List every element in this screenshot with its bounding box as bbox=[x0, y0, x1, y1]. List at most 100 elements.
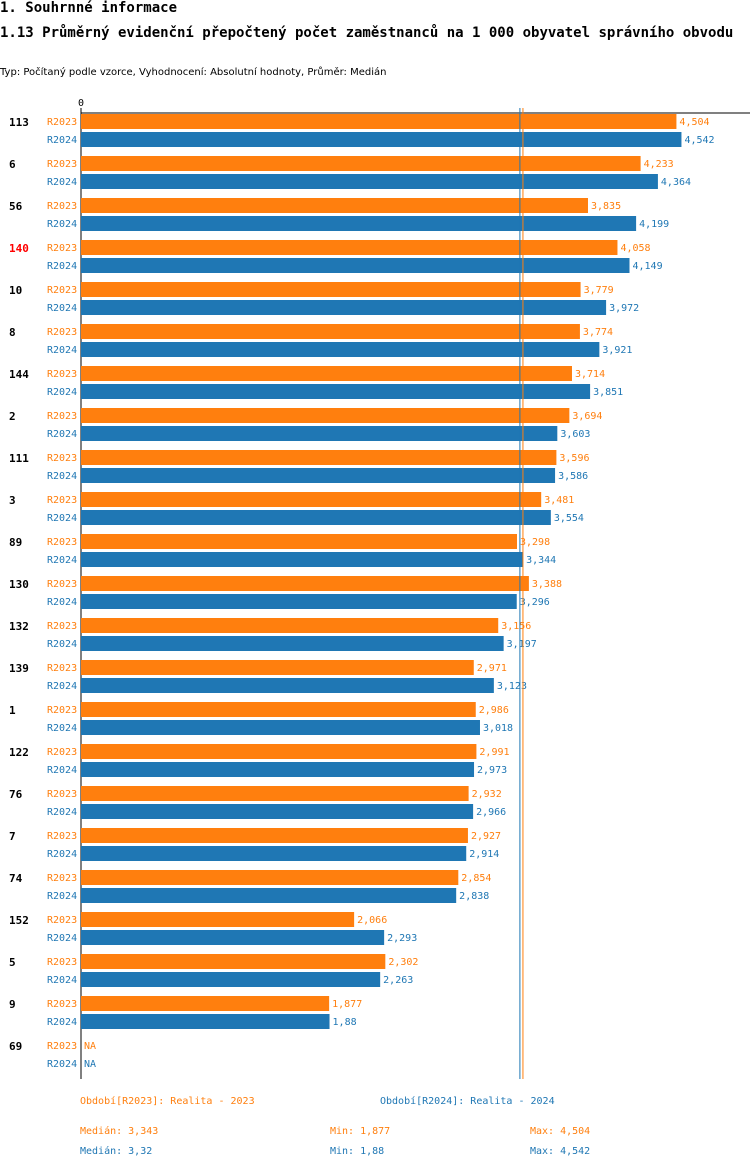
bar bbox=[81, 174, 658, 189]
bar bbox=[81, 702, 476, 717]
bar bbox=[81, 720, 480, 735]
category-label: 89 bbox=[9, 536, 22, 549]
bar bbox=[81, 408, 570, 423]
category-label: 56 bbox=[9, 200, 23, 213]
category-label: 8 bbox=[9, 326, 16, 339]
data-label: 4,364 bbox=[661, 177, 691, 188]
data-label: 3,156 bbox=[501, 621, 531, 632]
series-label: R2023 bbox=[47, 789, 77, 800]
data-label: 4,542 bbox=[684, 135, 714, 146]
min-r2024: Min: 1,88 bbox=[330, 1146, 385, 1157]
series-label: R2024 bbox=[47, 345, 77, 356]
series-label: R2023 bbox=[47, 957, 77, 968]
bar bbox=[81, 1014, 330, 1029]
data-label: 3,298 bbox=[520, 537, 550, 548]
data-label: 1,88 bbox=[333, 1017, 357, 1028]
bar bbox=[81, 342, 600, 357]
data-label: 3,296 bbox=[520, 597, 550, 608]
data-label: 2,838 bbox=[459, 891, 489, 902]
series-label: R2023 bbox=[47, 999, 77, 1010]
category-label: 9 bbox=[9, 998, 16, 1011]
category-label: 10 bbox=[9, 284, 22, 297]
data-label: 3,603 bbox=[560, 429, 590, 440]
bar bbox=[81, 996, 330, 1011]
data-label: 2,971 bbox=[477, 663, 507, 674]
bar bbox=[81, 888, 457, 903]
data-label: 2,973 bbox=[477, 765, 507, 776]
data-label: 2,932 bbox=[472, 789, 502, 800]
bar bbox=[81, 156, 641, 171]
data-label: 2,066 bbox=[357, 915, 387, 926]
data-label: 3,596 bbox=[559, 453, 589, 464]
data-label: 3,388 bbox=[532, 579, 562, 590]
category-label: 122 bbox=[9, 746, 29, 759]
median-r2023: Medián: 3,343 bbox=[80, 1126, 159, 1137]
category-label: 152 bbox=[9, 914, 29, 927]
category-label: 113 bbox=[9, 116, 29, 129]
min-r2023: Min: 1,877 bbox=[330, 1126, 391, 1137]
data-label: 3,694 bbox=[572, 411, 602, 422]
bar bbox=[81, 216, 637, 231]
category-label: 76 bbox=[9, 788, 23, 801]
series-label: R2024 bbox=[47, 765, 77, 776]
legend-r2023: Období[R2023]: Realita - 2023 bbox=[80, 1096, 255, 1107]
bar bbox=[81, 468, 556, 483]
data-label: 2,986 bbox=[479, 705, 509, 716]
data-label: 2,914 bbox=[469, 849, 499, 860]
series-label: R2023 bbox=[47, 159, 77, 170]
data-label: 3,835 bbox=[591, 201, 621, 212]
bar bbox=[81, 972, 381, 987]
bar bbox=[81, 384, 591, 399]
series-label: R2023 bbox=[47, 495, 77, 506]
series-label: R2024 bbox=[47, 555, 77, 566]
data-label: 2,293 bbox=[387, 933, 417, 944]
bar-chart: 0 113 R2023 4,504 R2024 4,542 6 R2023 4,233 R2024… bbox=[9, 98, 750, 1079]
data-label: 3,344 bbox=[526, 555, 556, 566]
series-label: R2023 bbox=[47, 243, 77, 254]
data-label: 3,018 bbox=[483, 723, 513, 734]
series-label: R2024 bbox=[47, 303, 77, 314]
category-label: 139 bbox=[9, 662, 29, 675]
bar bbox=[81, 132, 682, 147]
series-label: R2024 bbox=[47, 135, 77, 146]
series-label: R2024 bbox=[47, 429, 77, 440]
series-label: R2023 bbox=[47, 663, 77, 674]
chart-title: 1.13 Průměrný evidenční přepočtený počet… bbox=[0, 25, 734, 41]
data-label: 2,263 bbox=[383, 975, 413, 986]
series-label: R2024 bbox=[47, 891, 77, 902]
category-label: 74 bbox=[9, 872, 23, 885]
series-label: R2023 bbox=[47, 915, 77, 926]
bar bbox=[81, 594, 517, 609]
bar bbox=[81, 954, 386, 969]
bar bbox=[81, 576, 529, 591]
max-r2024: Max: 4,542 bbox=[530, 1146, 591, 1157]
bar bbox=[81, 912, 355, 927]
data-label: 4,058 bbox=[620, 243, 650, 254]
series-label: R2023 bbox=[47, 831, 77, 842]
bar bbox=[81, 114, 677, 129]
series-label: R2023 bbox=[47, 285, 77, 296]
series-label: R2023 bbox=[47, 1041, 77, 1052]
category-label: 111 bbox=[9, 452, 29, 465]
series-label: R2024 bbox=[47, 177, 77, 188]
category-label: 2 bbox=[9, 410, 16, 423]
bar bbox=[81, 870, 459, 885]
data-label: NA bbox=[84, 1041, 96, 1052]
series-label: R2024 bbox=[47, 219, 77, 230]
category-label: 6 bbox=[9, 158, 16, 171]
bar bbox=[81, 552, 524, 567]
data-label: 3,779 bbox=[584, 285, 614, 296]
bar bbox=[81, 492, 542, 507]
data-label: 3,481 bbox=[544, 495, 574, 506]
category-label: 7 bbox=[9, 830, 16, 843]
data-label: 2,302 bbox=[388, 957, 418, 968]
series-label: R2024 bbox=[47, 597, 77, 608]
series-label: R2023 bbox=[47, 327, 77, 338]
bar bbox=[81, 426, 558, 441]
series-label: R2024 bbox=[47, 975, 77, 986]
series-label: R2024 bbox=[47, 933, 77, 944]
series-label: R2023 bbox=[47, 537, 77, 548]
legend-r2024: Období[R2024]: Realita - 2024 bbox=[380, 1096, 555, 1107]
series-label: R2023 bbox=[47, 705, 77, 716]
data-label: 1,877 bbox=[332, 999, 362, 1010]
